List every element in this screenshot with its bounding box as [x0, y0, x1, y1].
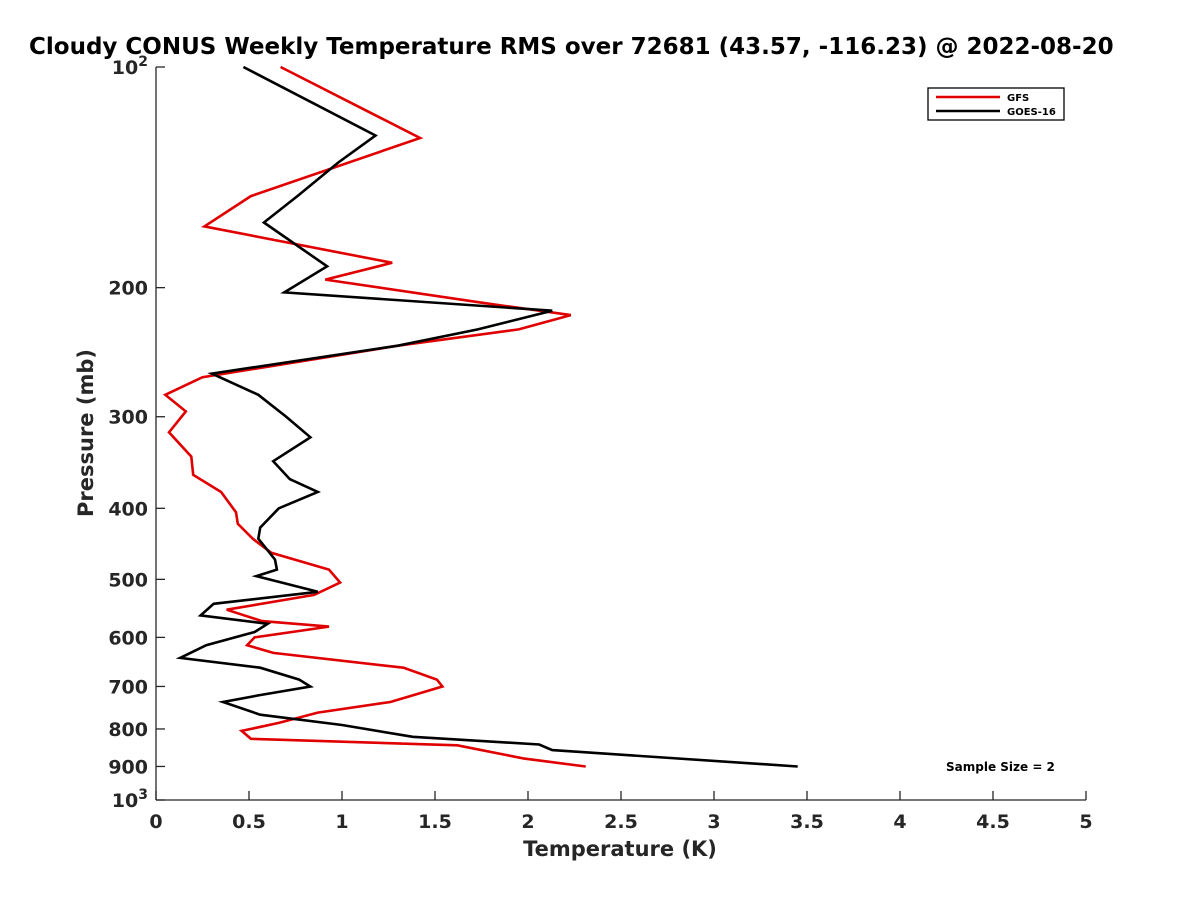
series-layer	[162, 65, 798, 768]
x-tick-label: 2.5	[604, 811, 638, 833]
y-tick-label: 600	[108, 627, 148, 649]
x-tick-label: 3	[707, 811, 720, 833]
y-tick-label: 300	[108, 407, 148, 429]
legend-label-gfs: GFS	[1007, 93, 1029, 104]
y-tick-label: 800	[108, 719, 148, 741]
y-axis-ticks: 102 200 300 400 500 600 700 800 900 103	[108, 54, 165, 812]
chart-title: Cloudy CONUS Weekly Temperature RMS over…	[29, 34, 1114, 60]
x-tick-label: 3.5	[790, 811, 824, 833]
legend-label-goes16: GOES-16	[1007, 107, 1056, 118]
x-tick-label: 1.5	[418, 811, 452, 833]
y-tick-label: 103	[112, 787, 148, 812]
x-tick-label: 4.5	[976, 811, 1010, 833]
legend: GFS GOES-16	[927, 87, 1065, 121]
legend-box	[927, 87, 1065, 121]
y-tick-label: 200	[108, 278, 148, 300]
x-tick-label: 1	[335, 811, 348, 833]
series-line-gfs	[162, 65, 586, 768]
x-tick-label: 4	[893, 811, 906, 833]
y-tick-label: 400	[108, 498, 148, 520]
x-axis-label: Temperature (K)	[523, 837, 717, 861]
x-tick-label: 0.5	[232, 811, 266, 833]
y-axis-label: Pressure (mb)	[74, 349, 98, 517]
x-tick-label: 5	[1079, 811, 1092, 833]
y-tick-label: 900	[108, 756, 148, 778]
sample-size-annotation: Sample Size = 2	[946, 760, 1055, 774]
series-line-goes16	[175, 65, 798, 768]
x-tick-label: 0	[149, 811, 162, 833]
x-tick-label: 2	[521, 811, 534, 833]
x-axis-ticks: 0 0.5 1 1.5 2 2.5 3 3.5 4 4.5 5	[149, 791, 1093, 833]
y-tick-label: 102	[112, 54, 148, 79]
y-tick-label: 500	[108, 569, 148, 591]
y-tick-label: 700	[108, 676, 148, 698]
